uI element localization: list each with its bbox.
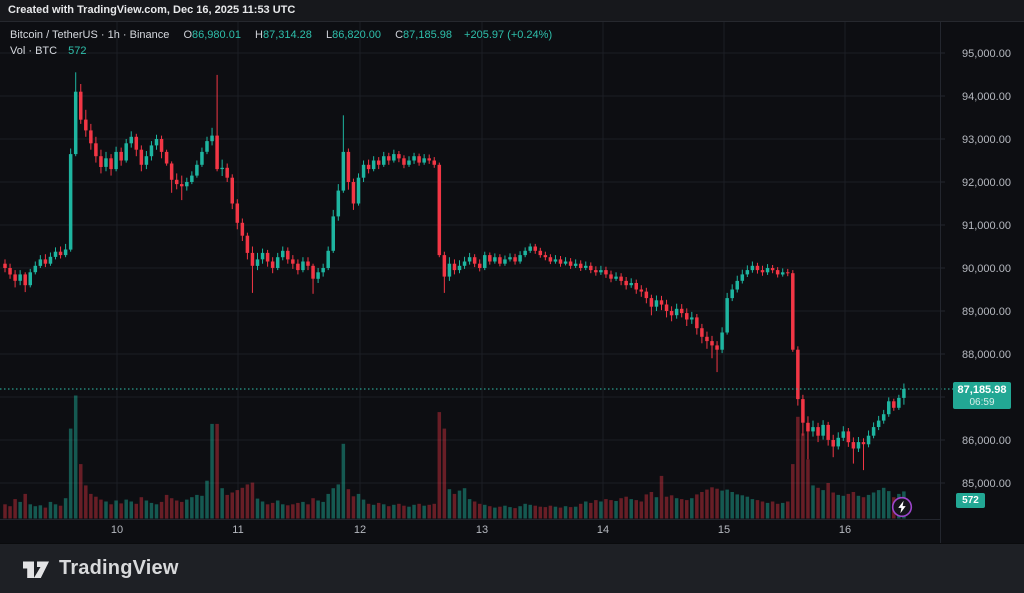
volume-value: 572	[68, 45, 87, 57]
svg-text:89,000.00: 89,000.00	[962, 306, 1011, 318]
attribution-text: Created with TradingView.com, Dec 16, 20…	[8, 4, 296, 16]
symbol-title[interactable]: Bitcoin / TetherUS · 1h · Binance	[10, 29, 170, 41]
ohlc-high: H87,314.28	[255, 29, 312, 41]
attribution-bar: Created with TradingView.com, Dec 16, 20…	[0, 0, 1024, 22]
time-axis[interactable]	[0, 520, 940, 543]
high-label: H	[255, 29, 263, 41]
instant-trading-button[interactable]	[891, 496, 913, 518]
ohlc-low: L86,820.00	[326, 29, 381, 41]
volume-label[interactable]: Vol · BTC	[10, 45, 58, 57]
close-label: C	[395, 29, 404, 41]
low-value: 86,820.00	[332, 29, 382, 41]
legend-volume-row: Vol · BTC 572	[10, 43, 552, 59]
x-axis-labels: 10 11 12 13 14 15 16	[111, 524, 851, 536]
svg-text:14: 14	[597, 524, 609, 536]
legend: Bitcoin / TetherUS · 1h · Binance O86,98…	[10, 27, 552, 59]
svg-text:94,000.00: 94,000.00	[962, 91, 1011, 103]
bar-countdown: 06:59	[969, 397, 995, 408]
open-label: O	[183, 29, 193, 41]
svg-text:13: 13	[476, 524, 488, 536]
low-label: L	[325, 29, 333, 41]
axis-separators	[0, 22, 945, 543]
lightning-icon	[891, 496, 913, 518]
svg-text:92,000.00: 92,000.00	[962, 177, 1011, 189]
close-value: 87,185.98	[403, 29, 452, 41]
chart-panel: 95,000.00 94,000.00 93,000.00 92,000.00 91,0…	[0, 22, 1024, 543]
svg-text:12: 12	[354, 524, 366, 536]
tradingview-wordmark[interactable]: TradingView	[59, 557, 179, 579]
ohlc-close: C87,185.98	[395, 29, 452, 41]
svg-text:16: 16	[839, 524, 851, 536]
svg-text:86,000.00: 86,000.00	[962, 435, 1011, 447]
footer-bar: TradingView	[0, 543, 1024, 593]
candle-series	[3, 72, 906, 471]
change-value: +205.97 (+0.24%)	[464, 29, 553, 41]
last-price-value: 87,185.98	[957, 384, 1007, 396]
price-axis[interactable]	[941, 22, 1024, 519]
open-value: 86,980.01	[192, 29, 241, 41]
ohlc-open: O86,980.01	[183, 29, 241, 41]
svg-text:11: 11	[232, 524, 243, 536]
high-value: 87,314.28	[262, 29, 312, 41]
svg-text:91,000.00: 91,000.00	[962, 220, 1011, 232]
svg-text:90,000.00: 90,000.00	[962, 263, 1011, 275]
last-price-badge: 87,185.98 06:59	[953, 382, 1011, 409]
svg-text:88,000.00: 88,000.00	[962, 349, 1011, 361]
gridlines	[0, 22, 940, 520]
legend-main-row: Bitcoin / TetherUS · 1h · Binance O86,98…	[10, 27, 552, 43]
svg-text:85,000.00: 85,000.00	[962, 478, 1011, 490]
svg-text:10: 10	[111, 524, 123, 536]
tradingview-logo-icon[interactable]	[22, 558, 50, 580]
chart-canvas[interactable]: 95,000.00 94,000.00 93,000.00 92,000.00 91,0…	[0, 22, 1024, 543]
volume-axis-badge: 572	[956, 493, 985, 508]
svg-text:93,000.00: 93,000.00	[962, 134, 1011, 146]
svg-text:95,000.00: 95,000.00	[962, 48, 1011, 60]
volume-series	[3, 395, 906, 519]
svg-text:15: 15	[718, 524, 730, 536]
